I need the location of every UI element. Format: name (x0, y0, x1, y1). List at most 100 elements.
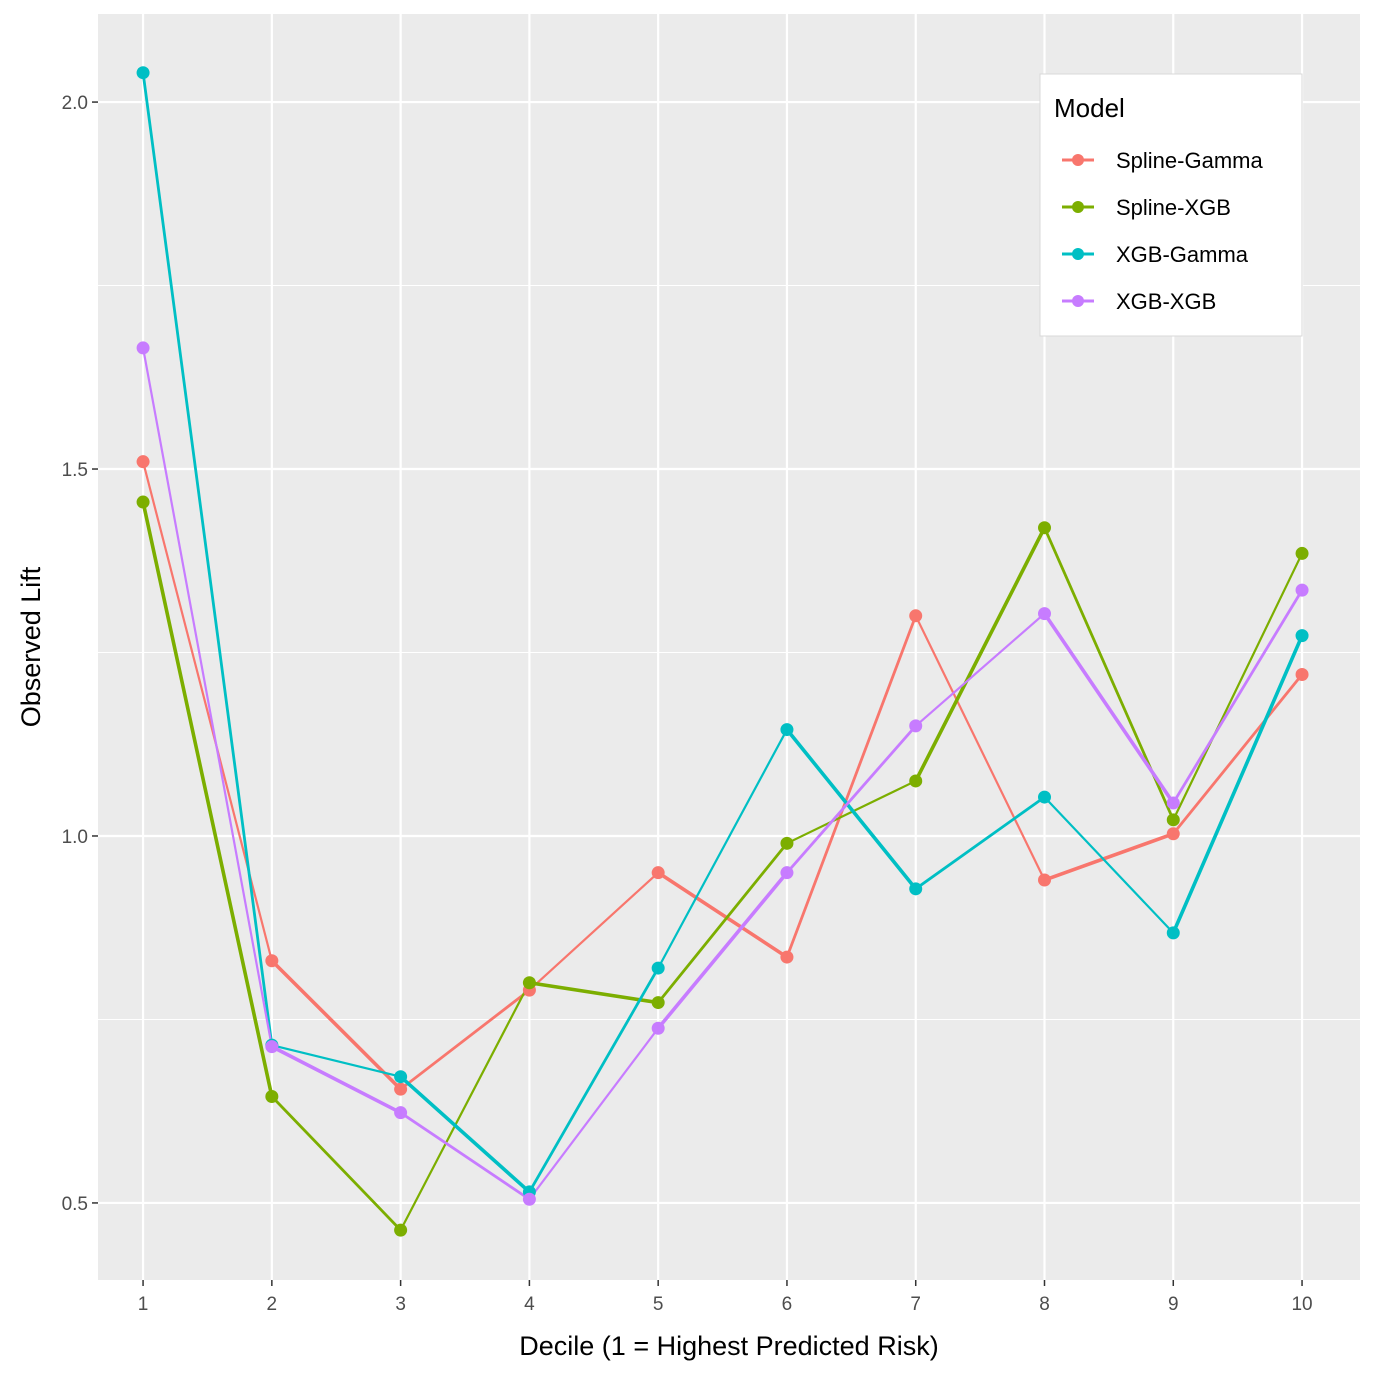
x-tick-label: 7 (910, 1294, 921, 1315)
data-point (651, 1021, 665, 1035)
x-tick-label: 5 (653, 1294, 664, 1315)
x-tick-label: 4 (524, 1294, 535, 1315)
series-line-segment (1171, 633, 1304, 935)
series-line-segment (1171, 673, 1304, 836)
series-points (136, 66, 1309, 1237)
series-line-segment (914, 612, 1046, 727)
series-line-segment (656, 870, 789, 1031)
x-tick-label: 2 (267, 1294, 278, 1315)
data-point (780, 723, 794, 737)
y-tick-label: 0.5 (62, 1194, 88, 1215)
series-line-segment (1171, 588, 1304, 805)
legend-label: Spline-Gamma (1116, 148, 1263, 173)
series-line-segment (785, 724, 918, 875)
series-line-segment (1043, 795, 1175, 934)
legend-item: XGB-XGB (1062, 289, 1216, 314)
data-point (1038, 521, 1051, 535)
series-line-segment (141, 500, 274, 1099)
data-point (1295, 546, 1309, 560)
data-point (522, 1192, 536, 1206)
series-line-segment (270, 1044, 402, 1078)
series-line-segment (399, 988, 531, 1091)
x-tick-label: 8 (1039, 1294, 1050, 1315)
data-point (780, 866, 794, 880)
legend-item: Spline-XGB (1062, 195, 1231, 220)
legend-key-point (1072, 248, 1084, 260)
series-line-segment (914, 614, 1046, 882)
data-point (394, 1223, 408, 1237)
series-line-segment (398, 1074, 532, 1194)
series-line-segment (656, 870, 789, 959)
data-point (522, 976, 536, 990)
data-point (1295, 583, 1309, 597)
data-point (136, 66, 150, 80)
series-line-segment (399, 981, 531, 1232)
data-point (909, 882, 923, 896)
series-line-segment (1042, 831, 1176, 882)
data-point (1166, 796, 1180, 810)
series-line-segment (913, 525, 1047, 783)
legend: Model Spline-Gamma Spline-XGB XGB-Gamma XGB… (1039, 73, 1303, 337)
x-tick-label: 1 (138, 1294, 149, 1315)
series-line-segment (657, 728, 789, 970)
series-line-segment (785, 779, 917, 845)
data-point (394, 1082, 408, 1096)
data-point (1038, 607, 1051, 621)
data-point (265, 1090, 279, 1104)
x-tick-label: 6 (782, 1294, 793, 1315)
x-axis-title: Decile (1 = Highest Predicted Risk) (519, 1331, 938, 1361)
series-line-segment (141, 346, 273, 1048)
data-point (136, 455, 150, 469)
legend-label: XGB-Gamma (1116, 242, 1249, 267)
series-line-segment (528, 871, 660, 992)
y-axis-title: Observed Lift (16, 566, 46, 727)
data-point (136, 341, 150, 355)
data-point (651, 961, 665, 975)
data-point (909, 609, 923, 623)
legend-label: Spline-XGB (1116, 195, 1231, 220)
series-line-segment (785, 727, 918, 891)
data-point (1166, 926, 1180, 940)
y-axis: 0.5 1.0 1.5 2.0 (62, 93, 98, 1215)
data-point (909, 774, 923, 788)
legend-key-point (1072, 201, 1084, 213)
data-point (1166, 813, 1180, 827)
data-point (136, 495, 150, 509)
data-point (651, 866, 665, 880)
legend-label: XGB-XGB (1116, 289, 1216, 314)
data-point (909, 719, 923, 733)
y-tick-label: 1.5 (62, 460, 88, 481)
data-point (780, 836, 794, 850)
series-line-segment (914, 795, 1046, 891)
data-point (1038, 873, 1051, 887)
legend-item: XGB-Gamma (1062, 242, 1249, 267)
data-point (265, 1040, 279, 1054)
series-line-segment (270, 1044, 403, 1115)
series-line-segment (785, 614, 918, 959)
data-point (394, 1070, 408, 1084)
series-line-segment (399, 1111, 531, 1201)
data-point (1295, 668, 1309, 682)
data-point (651, 996, 665, 1010)
x-tick-label: 9 (1168, 1294, 1179, 1315)
data-point (265, 954, 279, 968)
x-tick-label: 10 (1291, 1294, 1312, 1315)
legend-items: Spline-Gamma Spline-XGB XGB-Gamma XGB-XGB (1062, 148, 1263, 314)
legend-box (1039, 73, 1303, 337)
series-line-segment (1172, 552, 1304, 821)
series-line-segment (528, 1027, 660, 1201)
data-point (780, 950, 794, 964)
legend-title: Model (1054, 93, 1125, 123)
series-line-segment (141, 71, 274, 1047)
y-tick-label: 1.0 (62, 827, 88, 848)
x-tick-label: 3 (395, 1294, 406, 1315)
data-point (1166, 827, 1180, 841)
series-line-segment (656, 841, 789, 1004)
series-line-segment (270, 1095, 403, 1232)
x-axis: 1 2 3 4 5 6 7 8 9 10 (138, 1280, 1313, 1315)
series-line-segment (1042, 611, 1176, 805)
series-line-segment (527, 966, 660, 1194)
series-lines (141, 71, 1304, 1232)
y-tick-label: 2.0 (62, 93, 88, 114)
legend-key-point (1072, 295, 1084, 307)
